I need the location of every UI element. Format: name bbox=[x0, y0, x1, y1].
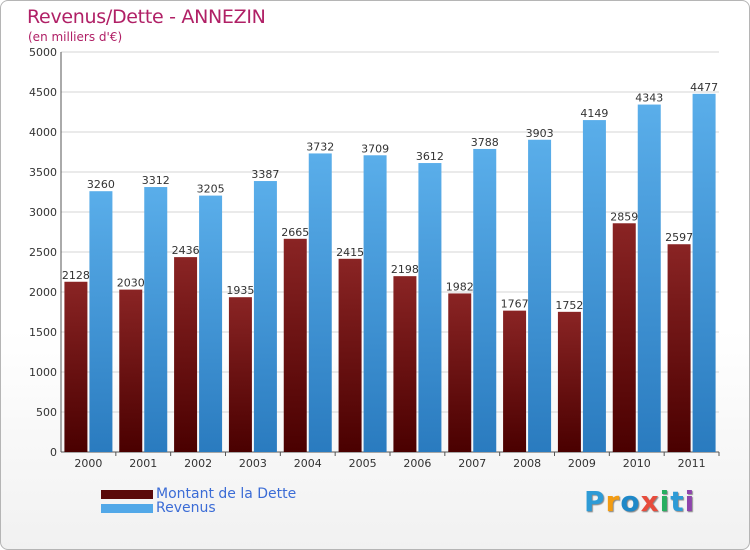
data-label-debt: 2859 bbox=[610, 210, 638, 223]
legend-label-revenue: Revenus bbox=[156, 500, 216, 516]
data-label-debt: 2030 bbox=[117, 277, 145, 290]
data-label-debt: 2415 bbox=[336, 246, 364, 259]
bar-revenue bbox=[582, 120, 606, 452]
data-label-revenue: 3387 bbox=[251, 168, 279, 181]
y-tick-label: 4500 bbox=[29, 86, 57, 99]
bar-revenue bbox=[199, 195, 223, 452]
y-tick-label: 5000 bbox=[29, 46, 57, 59]
bar-revenue bbox=[253, 181, 277, 453]
bar-revenue bbox=[363, 155, 387, 452]
y-tick-label: 3500 bbox=[29, 166, 57, 179]
data-label-debt: 2597 bbox=[665, 231, 693, 244]
legend-label-debt: Montant de la Dette bbox=[156, 486, 297, 502]
data-label-debt: 1982 bbox=[446, 280, 474, 293]
bar-revenue bbox=[418, 163, 442, 453]
data-label-revenue: 3612 bbox=[416, 150, 444, 163]
x-tick-label: 2008 bbox=[513, 457, 541, 470]
x-tick-label: 2001 bbox=[129, 457, 157, 470]
grid-lines bbox=[61, 51, 719, 413]
bar-debt bbox=[283, 238, 307, 452]
data-label-revenue: 4343 bbox=[635, 92, 663, 105]
x-tick-label: 2009 bbox=[568, 457, 596, 470]
data-label-revenue: 3788 bbox=[471, 136, 499, 149]
bar-revenue bbox=[692, 93, 716, 452]
data-labels: 2128 3260 2030 3312 2436 3205 1935 3387 2665 3732… bbox=[62, 81, 718, 312]
axes: 0 500 1000 1500 2000 2500 3000 3500 4000 4500 5000… bbox=[29, 46, 720, 470]
bar-debt bbox=[503, 310, 527, 452]
chart-subtitle: (en milliers d'€) bbox=[28, 30, 123, 44]
logo-letter: r bbox=[605, 485, 621, 518]
bar-debt bbox=[448, 293, 472, 452]
y-tick-label: 1000 bbox=[29, 366, 57, 379]
data-label-debt: 2436 bbox=[172, 244, 200, 257]
logo-letter: i bbox=[684, 485, 696, 518]
bar-revenue bbox=[637, 104, 661, 452]
bar-revenue bbox=[308, 153, 332, 452]
logo-letter: t bbox=[670, 485, 685, 518]
logo-letter: P bbox=[584, 485, 606, 518]
bar-debt bbox=[64, 281, 88, 452]
data-label-revenue: 4477 bbox=[690, 81, 718, 94]
data-label-debt: 1767 bbox=[501, 298, 529, 311]
legend-item-revenue: Revenus bbox=[101, 500, 216, 516]
chart-title: Revenus/Dette - ANNEZIN bbox=[27, 6, 266, 28]
data-label-revenue: 4149 bbox=[580, 107, 608, 120]
bar-revenue bbox=[528, 139, 552, 452]
proxiti-logo: Proxiti bbox=[584, 485, 695, 518]
bar-debt bbox=[393, 276, 417, 452]
bar-debt bbox=[338, 258, 362, 452]
x-tick-label: 2003 bbox=[239, 457, 267, 470]
data-label-revenue: 3312 bbox=[142, 174, 170, 187]
x-tick-label: 2011 bbox=[678, 457, 706, 470]
legend-item-debt: Montant de la Dette bbox=[101, 486, 296, 502]
bar-revenue bbox=[89, 191, 113, 452]
y-tick-label: 3000 bbox=[29, 206, 57, 219]
x-tick-label: 2006 bbox=[403, 457, 431, 470]
logo-letter: o bbox=[620, 485, 641, 518]
bar-debt bbox=[228, 297, 252, 452]
data-label-debt: 2198 bbox=[391, 263, 419, 276]
y-tick-label: 1500 bbox=[29, 326, 57, 339]
y-tick-label: 2000 bbox=[29, 286, 57, 299]
bar-debt bbox=[119, 289, 143, 452]
x-tick-label: 2000 bbox=[74, 457, 102, 470]
legend-swatch-revenue bbox=[101, 503, 153, 513]
bars bbox=[64, 93, 716, 453]
x-tick-label: 2005 bbox=[349, 457, 377, 470]
logo-letter: x bbox=[640, 485, 660, 518]
y-tick-label: 0 bbox=[50, 446, 57, 459]
bar-revenue bbox=[144, 187, 168, 453]
x-tick-label: 2004 bbox=[294, 457, 322, 470]
bar-debt bbox=[667, 244, 691, 452]
data-label-revenue: 3709 bbox=[361, 142, 389, 155]
y-tick-label: 2500 bbox=[29, 246, 57, 259]
data-label-revenue: 3260 bbox=[87, 178, 115, 191]
data-label-revenue: 3903 bbox=[526, 127, 554, 140]
y-tick-label: 4000 bbox=[29, 126, 57, 139]
x-tick-label: 2002 bbox=[184, 457, 212, 470]
data-label-revenue: 3732 bbox=[306, 140, 334, 153]
data-label-debt: 1935 bbox=[226, 284, 254, 297]
x-tick-label: 2007 bbox=[458, 457, 486, 470]
data-label-debt: 2128 bbox=[62, 269, 90, 282]
bar-revenue bbox=[473, 148, 497, 452]
logo-letter: i bbox=[659, 485, 671, 518]
legend-swatch-debt bbox=[101, 489, 153, 499]
bar-debt bbox=[557, 311, 581, 452]
data-label-revenue: 3205 bbox=[197, 183, 225, 196]
x-tick-label: 2010 bbox=[623, 457, 651, 470]
data-label-debt: 1752 bbox=[555, 299, 583, 312]
bar-debt bbox=[174, 257, 198, 452]
bar-debt bbox=[612, 223, 636, 452]
y-tick-label: 500 bbox=[36, 406, 57, 419]
data-label-debt: 2665 bbox=[281, 226, 309, 239]
